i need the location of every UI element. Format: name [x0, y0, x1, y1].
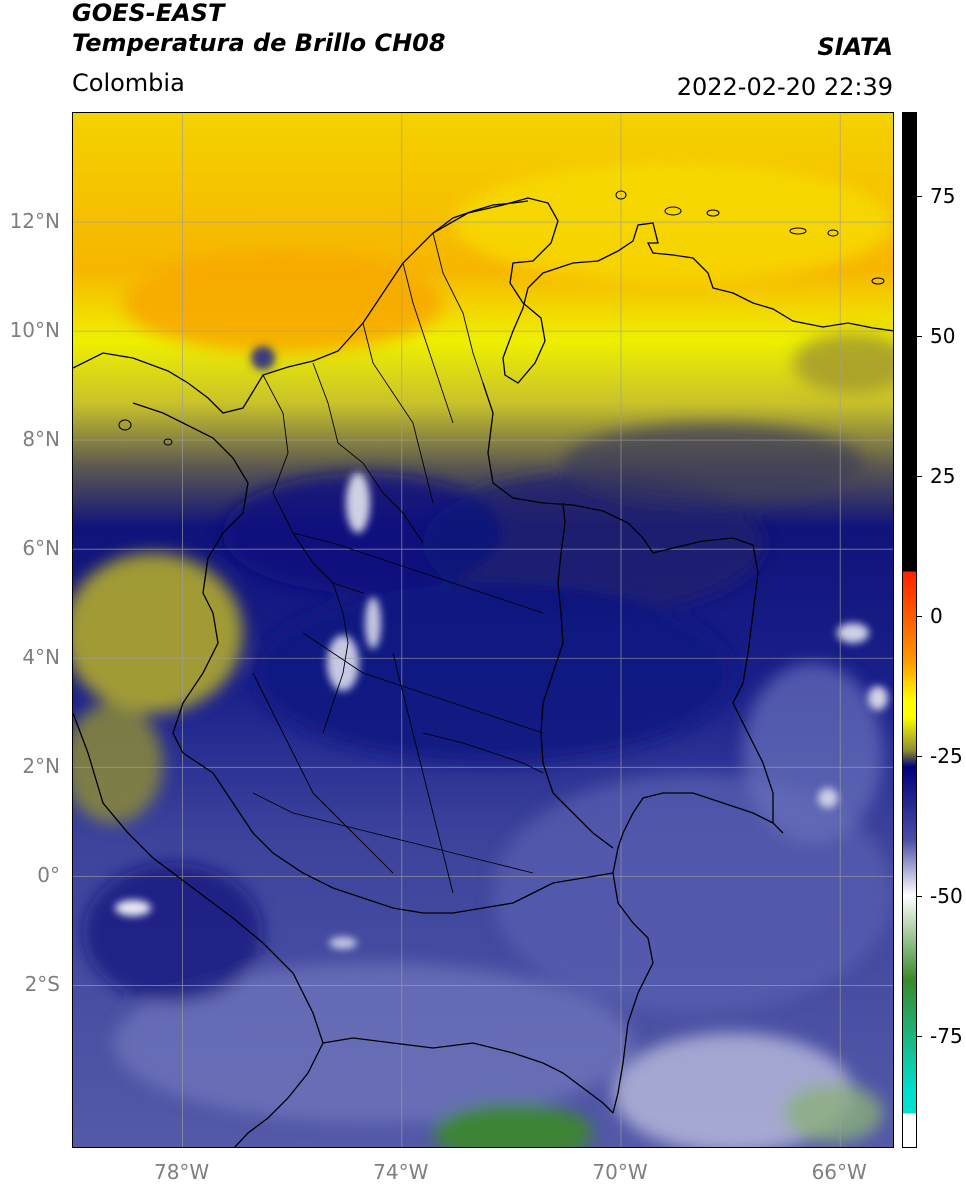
gridlines [73, 113, 893, 1147]
colombia-border-east [482, 382, 784, 834]
satellite-title: GOES-EAST [72, 0, 225, 27]
lat-tick-label: 2°N [22, 754, 60, 779]
colorbar-tick [917, 196, 922, 197]
guajira-peninsula [432, 200, 529, 234]
colorbar-tick-label: -50 [930, 884, 963, 908]
map-svg [73, 113, 893, 1147]
lat-tick-label: 0° [37, 863, 60, 888]
title-block: GOES-EAST Temperatura de Brillo CH08 Col… [72, 0, 446, 98]
source-label: SIATA [817, 33, 893, 61]
lon-tick-label: 66°W [811, 1160, 867, 1184]
brazil-border [540, 502, 614, 849]
colorbar-tick-label: 50 [930, 324, 956, 348]
lat-tick-label: 2°S [24, 972, 60, 997]
lat-tick-label: 4°N [22, 645, 60, 670]
peru-border [322, 1037, 614, 1114]
right-header: SIATA 2022-02-20 22:39 [677, 32, 893, 102]
lat-tick-label: 6°N [22, 536, 60, 561]
lon-tick-label: 70°W [592, 1160, 648, 1184]
colorbar [902, 112, 917, 1148]
colorbar-tick [917, 756, 922, 757]
satellite-map [72, 112, 894, 1148]
colorbar-tick-label: -25 [930, 744, 963, 768]
islands [118, 190, 885, 446]
colorbar-tick [917, 1036, 922, 1037]
colorbar-tick-label: 25 [930, 464, 956, 488]
cloud-patches [73, 163, 893, 1147]
lat-tick-label: 10°N [9, 318, 60, 343]
panama-coast [132, 402, 249, 754]
product-title: Temperatura de Brillo CH08 [72, 29, 446, 57]
lat-tick-label: 12°N [9, 209, 60, 234]
datetime-label: 2022-02-20 22:39 [676, 73, 893, 101]
lon-tick-label: 74°W [373, 1160, 429, 1184]
colorbar-tick [917, 896, 922, 897]
pacific-coast [73, 712, 324, 1147]
ecuador-peru-border [182, 752, 614, 914]
bright-cloud-tops [115, 346, 888, 949]
colorbar-tick [917, 476, 922, 477]
lon-tick-label: 78°W [153, 1160, 210, 1184]
caribbean-coast [73, 197, 893, 414]
colorbar-tick [917, 336, 922, 337]
region-label: Colombia [72, 69, 185, 97]
department-boundaries [252, 232, 544, 894]
coastlines-borders [73, 197, 893, 1147]
colorbar-tick-label: 0 [930, 604, 943, 628]
lat-tick-label: 8°N [22, 427, 60, 452]
colorbar-tick-label: 75 [930, 184, 956, 208]
colorbar-tick [917, 616, 922, 617]
colorbar-tick-label: -75 [930, 1024, 963, 1048]
